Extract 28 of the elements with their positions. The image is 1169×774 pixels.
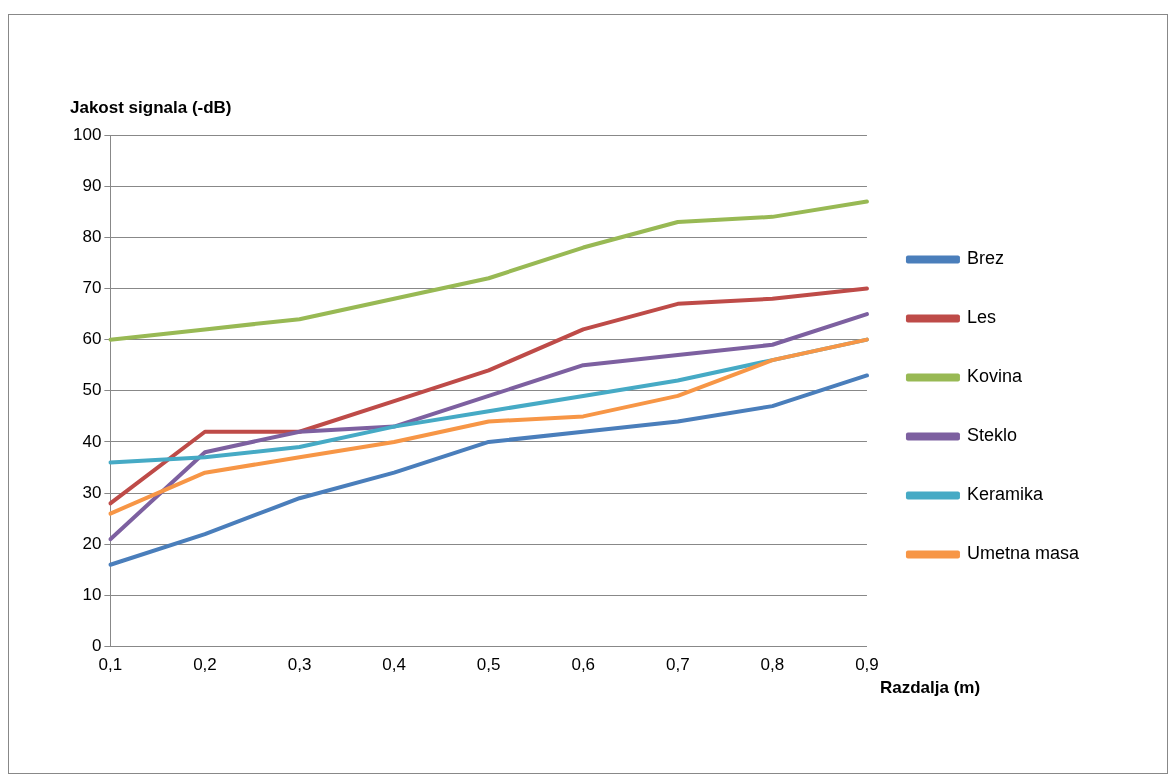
x-tick-label: 0,6 (571, 655, 596, 675)
y-tick-label: 0 (91, 636, 102, 656)
legend-label: Keramika (966, 484, 1044, 505)
legend-label: Kovina (966, 366, 1023, 387)
y-tick-label: 10 (82, 585, 102, 605)
y-tick-label: 100 (72, 124, 102, 144)
y-tick-label: 80 (82, 227, 102, 247)
legend-label: Steklo (966, 425, 1017, 446)
x-tick-label: 0,1 (98, 655, 123, 675)
y-tick-label: 40 (82, 431, 102, 451)
x-tick-label: 0,3 (287, 655, 312, 675)
x-axis-title: Razdalja (m) (880, 678, 981, 698)
legend-label: Brez (966, 248, 1004, 269)
x-tick-label: 0,2 (193, 655, 217, 675)
y-tick-label: 70 (82, 278, 102, 298)
x-tick-label: 0,5 (476, 655, 501, 675)
legend-label: Les (966, 307, 996, 328)
x-tick-label: 0,8 (760, 655, 785, 675)
y-tick-label: 60 (82, 329, 102, 349)
y-tick-label: 30 (82, 482, 102, 502)
legend-label: Umetna masa (966, 543, 1080, 564)
x-tick-label: 0,7 (665, 655, 690, 675)
y-tick-label: 50 (82, 380, 102, 400)
y-tick-label: 90 (82, 175, 102, 195)
y-tick-label: 20 (82, 533, 102, 553)
y-axis-title: Jakost signala (-dB) (70, 98, 232, 118)
x-tick-label: 0,4 (382, 655, 406, 675)
x-tick-label: 0,9 (855, 655, 879, 675)
